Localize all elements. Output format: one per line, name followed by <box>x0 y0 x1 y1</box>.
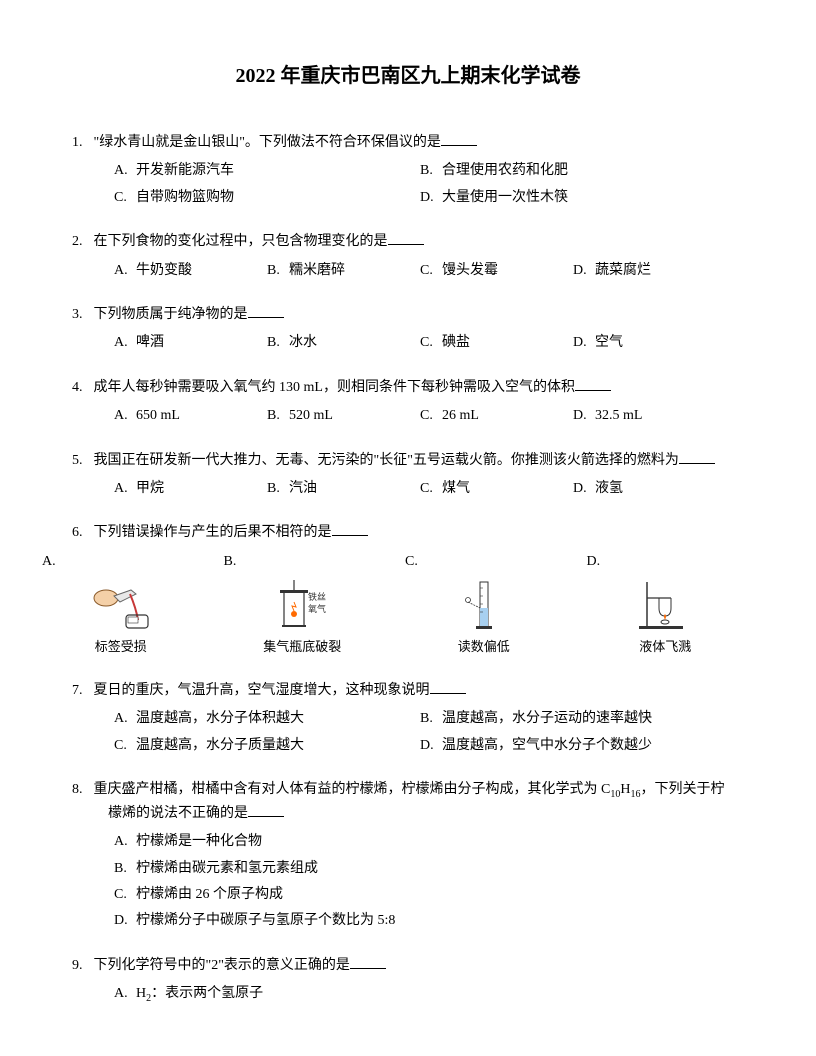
q2-opt-b: B.糯米磨碎 <box>267 260 420 282</box>
page-title: 2022 年重庆市巴南区九上期末化学试卷 <box>90 60 726 92</box>
q9-stem: 9. 下列化学符号中的"2"表示的意义正确的是 <box>90 955 726 977</box>
q6-opt-a: A. 标签受损 <box>30 551 212 658</box>
question-7: 7. 夏日的重庆，气温升高，空气湿度增大，这种现象说明 A.温度越高，水分子体积… <box>90 680 726 757</box>
question-6: 6. 下列错误操作与产生的后果不相符的是 A. 标签受损 B. <box>90 522 726 658</box>
q8-opt-b: B.柠檬烯由碳元素和氢元素组成 <box>114 858 726 880</box>
q6-opt-b: B. 铁丝 氧气 集气瓶底破裂 <box>212 551 394 658</box>
q5-opt-b: B.汽油 <box>267 478 420 500</box>
pouring-liquid-icon <box>30 577 212 633</box>
q8-opt-c: C.柠檬烯由 26 个原子构成 <box>114 884 726 906</box>
q3-opt-b: B.冰水 <box>267 332 420 354</box>
q8-opt-d: D.柠檬烯分子中碳原子与氢原子个数比为 5:8 <box>114 910 726 932</box>
svg-text:铁丝: 铁丝 <box>308 591 326 602</box>
q7-opt-d: D.温度越高，空气中水分子个数越少 <box>420 735 726 757</box>
q5-opt-c: C.煤气 <box>420 478 573 500</box>
q7-stem: 7. 夏日的重庆，气温升高，空气湿度增大，这种现象说明 <box>90 680 726 702</box>
q6-stem: 6. 下列错误操作与产生的后果不相符的是 <box>90 522 726 544</box>
q3-opt-c: C.碘盐 <box>420 332 573 354</box>
svg-text:氧气: 氧气 <box>308 603 326 614</box>
q4-opt-a: A.650 mL <box>114 405 267 427</box>
question-8: 8. 重庆盛产柑橘，柑橘中含有对人体有益的柠檬烯，柠檬烯由分子构成，其化学式为 … <box>90 779 726 933</box>
q3-opt-d: D.空气 <box>573 332 726 354</box>
question-5: 5. 我国正在研发新一代大推力、无毒、无污染的"长征"五号运载火箭。你推测该火箭… <box>90 450 726 501</box>
measuring-cylinder-icon <box>393 577 575 633</box>
question-9: 9. 下列化学符号中的"2"表示的意义正确的是 A.H2：表示两个氢原子 <box>90 955 726 1007</box>
q4-opt-b: B.520 mL <box>267 405 420 427</box>
q1-opt-c: C.自带购物篮购物 <box>114 187 420 209</box>
q2-opt-d: D.蔬菜腐烂 <box>573 260 726 282</box>
q5-opt-a: A.甲烷 <box>114 478 267 500</box>
q1-opt-b: B.合理使用农药和化肥 <box>420 160 726 182</box>
q1-opt-d: D.大量使用一次性木筷 <box>420 187 726 209</box>
gas-jar-icon: 铁丝 氧气 <box>212 577 394 633</box>
q8-opt-a: A.柠檬烯是一种化合物 <box>114 831 726 853</box>
q8-stem: 8. 重庆盛产柑橘，柑橘中含有对人体有益的柠檬烯，柠檬烯由分子构成，其化学式为 … <box>90 779 726 825</box>
q2-stem: 2. 在下列食物的变化过程中，只包含物理变化的是 <box>90 231 726 253</box>
q7-opt-c: C.温度越高，水分子质量越大 <box>114 735 420 757</box>
question-2: 2. 在下列食物的变化过程中，只包含物理变化的是 A.牛奶变酸 B.糯米磨碎 C… <box>90 231 726 282</box>
question-4: 4. 成年人每秒钟需要吸入氧气约 130 mL，则相同条件下每秒钟需吸入空气的体… <box>90 377 726 428</box>
q6-opt-c: C. 读数偏低 <box>393 551 575 658</box>
q7-opt-b: B.温度越高，水分子运动的速率越快 <box>420 708 726 730</box>
q2-opt-a: A.牛奶变酸 <box>114 260 267 282</box>
q7-opt-a: A.温度越高，水分子体积越大 <box>114 708 420 730</box>
q6-opt-d: D. 液体飞溅 <box>575 551 757 658</box>
q4-stem: 4. 成年人每秒钟需要吸入氧气约 130 mL，则相同条件下每秒钟需吸入空气的体… <box>90 377 726 399</box>
question-3: 3. 下列物质属于纯净物的是 A.啤酒 B.冰水 C.碘盐 D.空气 <box>90 304 726 355</box>
q3-stem: 3. 下列物质属于纯净物的是 <box>90 304 726 326</box>
q3-opt-a: A.啤酒 <box>114 332 267 354</box>
q4-opt-d: D.32.5 mL <box>573 405 726 427</box>
q4-opt-c: C.26 mL <box>420 405 573 427</box>
q2-opt-c: C.馒头发霉 <box>420 260 573 282</box>
q1-opt-a: A.开发新能源汽车 <box>114 160 420 182</box>
q5-stem: 5. 我国正在研发新一代大推力、无毒、无污染的"长征"五号运载火箭。你推测该火箭… <box>90 450 726 472</box>
question-1: 1. "绿水青山就是金山银山"。下列做法不符合环保倡议的是 A.开发新能源汽车 … <box>90 132 726 209</box>
q5-opt-d: D.液氢 <box>573 478 726 500</box>
heating-stand-icon <box>575 577 757 633</box>
q1-stem: 1. "绿水青山就是金山银山"。下列做法不符合环保倡议的是 <box>90 132 726 154</box>
q9-opt-a: A.H2：表示两个氢原子 <box>114 983 726 1007</box>
